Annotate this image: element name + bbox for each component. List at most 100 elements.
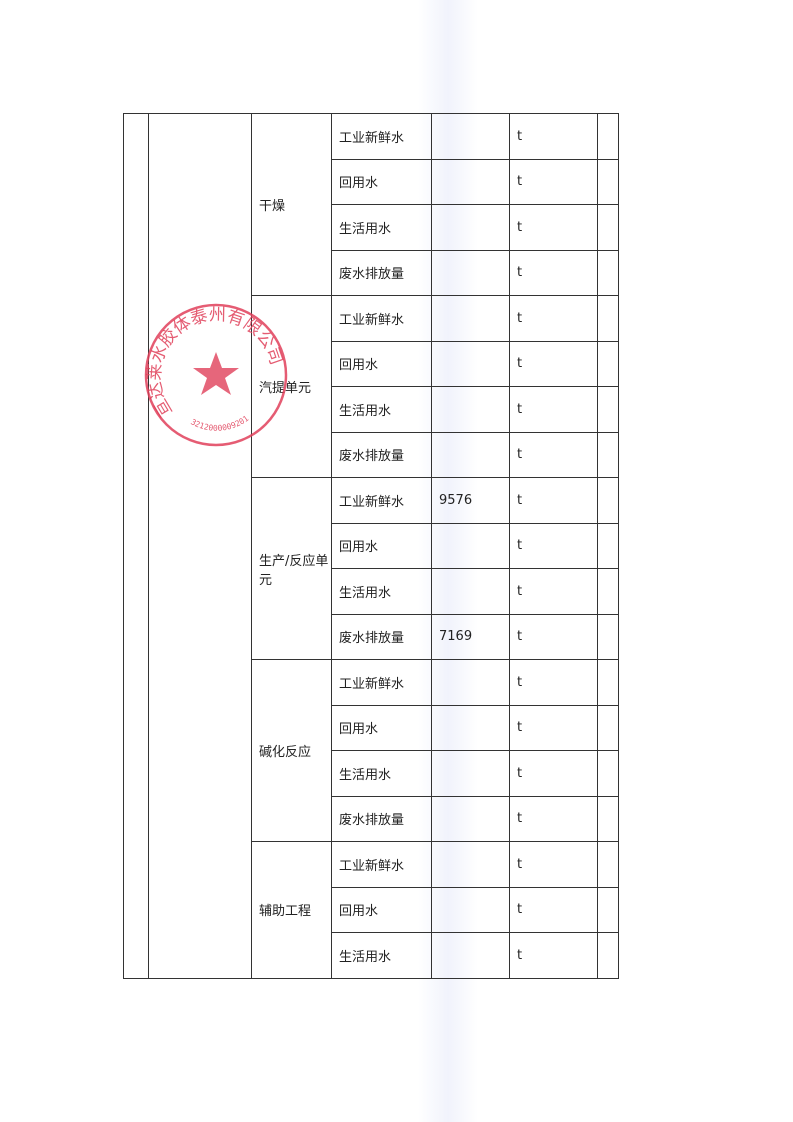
item-cell: 工业新鲜水 [331, 841, 432, 888]
item-cell: 生活用水 [331, 386, 432, 433]
remark-cell [597, 386, 619, 433]
item-cell: 回用水 [331, 158, 432, 205]
remark-cell [597, 841, 619, 888]
unit-label-cell: t [509, 340, 598, 387]
unit-label-cell: t [509, 886, 598, 933]
unit-label-cell: t [509, 431, 598, 478]
unit-label-cell: t [509, 932, 598, 979]
value-cell [431, 795, 510, 842]
table-row: 回用水 t [124, 158, 619, 205]
item-cell: 工业新鲜水 [331, 659, 432, 706]
remark-cell [597, 340, 619, 387]
unit-label-cell: t [509, 113, 598, 160]
unit-label-cell: t [509, 477, 598, 524]
unit-label-cell: t [509, 704, 598, 751]
remark-cell [597, 295, 619, 342]
remark-cell [597, 932, 619, 979]
table-row: 辅助工程 工业新鲜水 t [124, 841, 619, 979]
unit-label-cell: t [509, 295, 598, 342]
remark-cell [597, 204, 619, 251]
table-row: 废水排放量 t [124, 431, 619, 478]
item-cell: 回用水 [331, 340, 432, 387]
value-cell [431, 113, 510, 160]
remark-cell [597, 704, 619, 751]
value-cell [431, 568, 510, 615]
unit-label-cell: t [509, 795, 598, 842]
table-row: 废水排放量 7169 t [124, 613, 619, 660]
remark-cell [597, 113, 619, 160]
value-cell [431, 932, 510, 979]
item-cell: 工业新鲜水 [331, 113, 432, 160]
table-row: 废水排放量 t [124, 795, 619, 842]
value-cell: 9576 [431, 477, 510, 524]
item-cell: 废水排放量 [331, 431, 432, 478]
item-cell: 工业新鲜水 [331, 295, 432, 342]
table-row: 回用水 t [124, 886, 619, 933]
index-cell [123, 113, 149, 979]
item-cell: 回用水 [331, 522, 432, 569]
table-row: 生活用水 t [124, 568, 619, 615]
value-cell [431, 158, 510, 205]
remark-cell [597, 750, 619, 797]
value-cell [431, 841, 510, 888]
unit-label-cell: t [509, 249, 598, 296]
remark-cell [597, 568, 619, 615]
unit-cell: 干燥 [251, 113, 332, 296]
item-cell: 废水排放量 [331, 249, 432, 296]
value-cell [431, 704, 510, 751]
item-cell: 生活用水 [331, 204, 432, 251]
unit-cell: 碱化反应 [251, 659, 332, 842]
unit-label-cell: t [509, 204, 598, 251]
value-cell [431, 431, 510, 478]
table-row: 生活用水 t [124, 750, 619, 797]
unit-label-cell: t [509, 659, 598, 706]
item-cell: 工业新鲜水 [331, 477, 432, 524]
value-cell [431, 659, 510, 706]
value-cell [431, 249, 510, 296]
value-cell [431, 204, 510, 251]
remark-cell [597, 477, 619, 524]
value-cell [431, 750, 510, 797]
value-cell [431, 886, 510, 933]
value-cell [431, 386, 510, 433]
item-cell: 废水排放量 [331, 795, 432, 842]
svg-text:3212000009201: 3212000009201 [189, 414, 250, 433]
value-cell [431, 340, 510, 387]
remark-cell [597, 431, 619, 478]
unit-label-cell: t [509, 158, 598, 205]
item-cell: 生活用水 [331, 750, 432, 797]
unit-cell: 辅助工程 [251, 841, 332, 979]
seal-number: 3212000009201 [189, 414, 250, 433]
table-row: 生活用水 t [124, 386, 619, 433]
table-row: 生活用水 t [124, 932, 619, 979]
remark-cell [597, 522, 619, 569]
item-cell: 生活用水 [331, 568, 432, 615]
remark-cell [597, 886, 619, 933]
remark-cell [597, 659, 619, 706]
table-row: 干燥 工业新鲜水 t [123, 113, 619, 979]
water-usage-table: 干燥 工业新鲜水 t 回用水 t 生活用水 t 废水排放量 t 汽提单元 工业新鲜水 t 回用水 t 生活用… [123, 113, 619, 979]
unit-label-cell: t [509, 568, 598, 615]
item-cell: 生活用水 [331, 932, 432, 979]
table-row: 回用水 t [124, 340, 619, 387]
item-cell: 废水排放量 [331, 613, 432, 660]
unit-label-cell: t [509, 613, 598, 660]
unit-cell: 生产/反应单元 [251, 477, 332, 660]
value-cell [431, 295, 510, 342]
company-seal: 亘达莱水胶体泰州有限公司 3212000009201 [144, 303, 288, 447]
category-cell [148, 113, 252, 979]
unit-label-cell: t [509, 522, 598, 569]
remark-cell [597, 249, 619, 296]
value-cell: 7169 [431, 613, 510, 660]
unit-label-cell: t [509, 750, 598, 797]
remark-cell [597, 613, 619, 660]
table-row: 汽提单元 工业新鲜水 t [124, 295, 619, 478]
remark-cell [597, 795, 619, 842]
star-icon [193, 352, 239, 395]
table-row: 废水排放量 t [124, 249, 619, 296]
item-cell: 回用水 [331, 886, 432, 933]
unit-label-cell: t [509, 386, 598, 433]
value-cell [431, 522, 510, 569]
unit-label-cell: t [509, 841, 598, 888]
table-row: 碱化反应 工业新鲜水 t [124, 659, 619, 842]
